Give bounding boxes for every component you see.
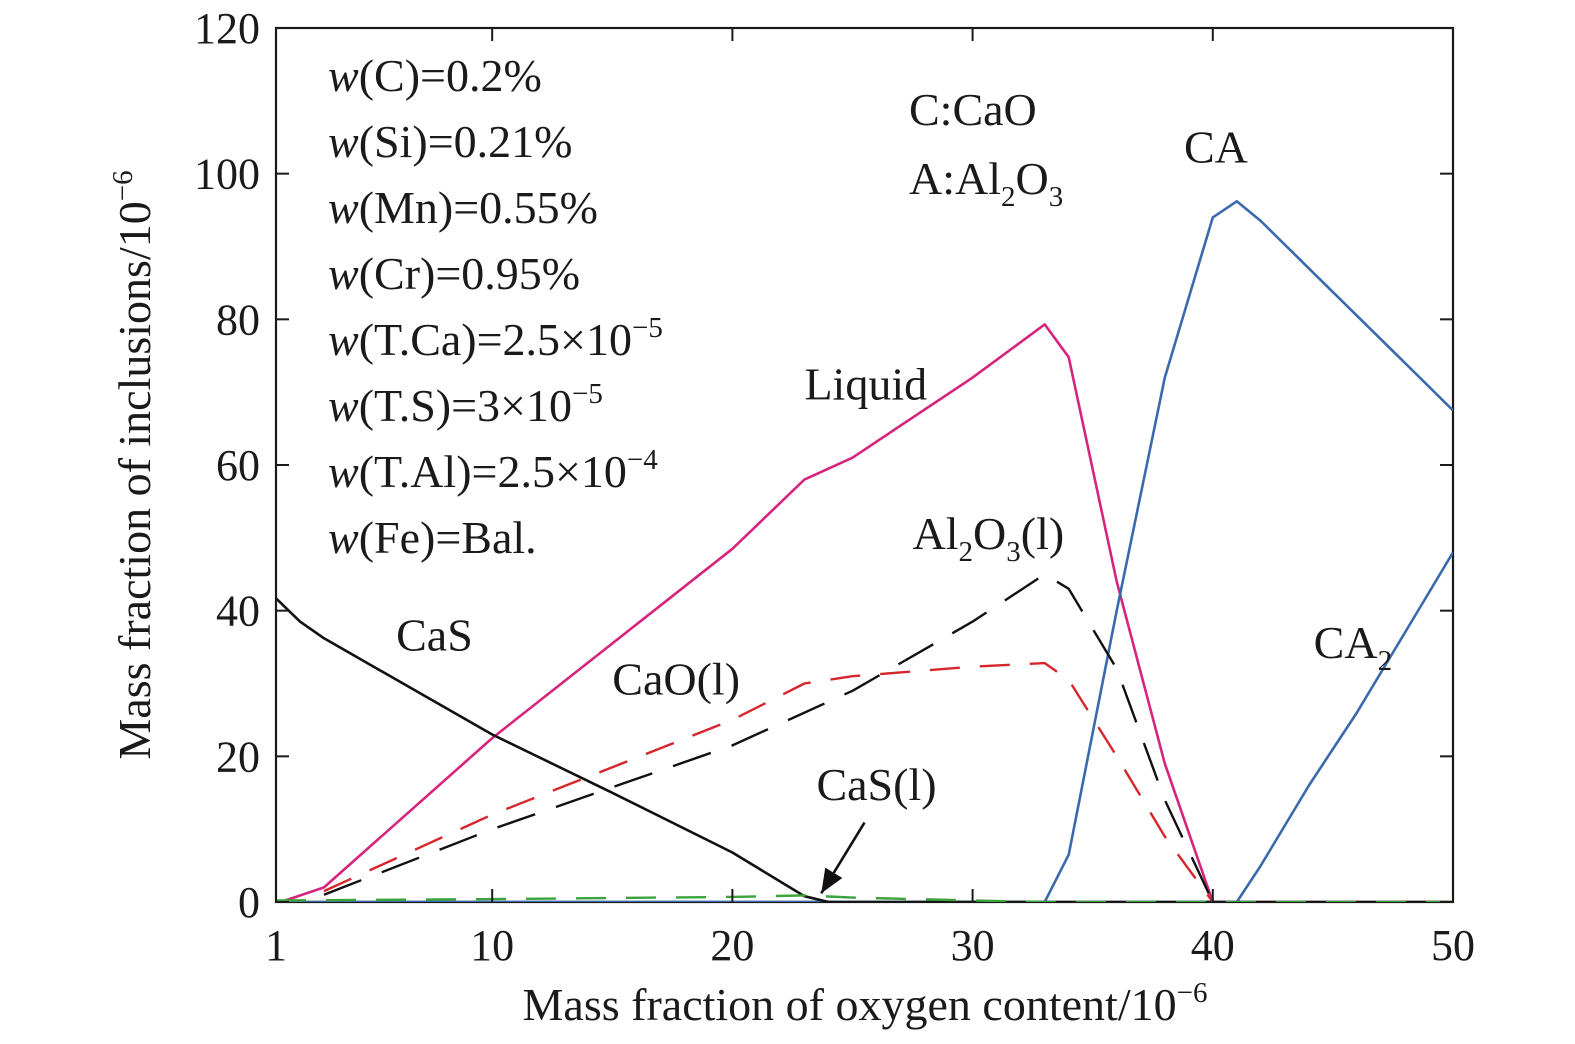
series-label-al2o3-l: Al2O3(l) — [913, 508, 1065, 568]
annotation-arrow-head — [821, 867, 843, 894]
composition-line: w(C)=0.2% — [328, 50, 542, 101]
composition-line: w(Fe)=Bal. — [328, 512, 537, 563]
composition-line: w(T.S)=3×10−5 — [328, 378, 603, 431]
labels-layer: Liquid CA CA2 CaS Al2O3(l) CaO(l) CaS(l) — [396, 122, 1392, 894]
notation-block: C:CaO A:Al2O3 — [909, 84, 1063, 213]
x-tick-label: 40 — [1191, 921, 1235, 970]
composition-line: w(Mn)=0.55% — [328, 182, 598, 233]
series-line-cas — [276, 597, 1453, 902]
series-label-ca: CA — [1184, 122, 1248, 173]
y-tick-label: 80 — [216, 295, 260, 344]
series-label-ca2: CA2 — [1314, 617, 1392, 677]
series-label-liquid: Liquid — [804, 358, 927, 409]
x-axis-title-exponent: −6 — [1177, 977, 1208, 1009]
series-line-cas-l — [276, 894, 1453, 902]
composition-line: w(Cr)=0.95% — [328, 248, 580, 299]
y-tick-label: 40 — [216, 587, 260, 636]
composition-line: w(T.Al)=2.5×10−4 — [328, 444, 658, 497]
notation-al2o3: A:Al2O3 — [909, 153, 1063, 213]
y-tick-label: 60 — [216, 441, 260, 490]
series-line-ca2 — [276, 551, 1453, 902]
y-tick-label: 120 — [194, 4, 260, 53]
y-tick-label: 100 — [194, 150, 260, 199]
notation-cao: C:CaO — [909, 84, 1037, 135]
x-tick-label: 30 — [951, 921, 995, 970]
y-tick-label: 20 — [216, 732, 260, 781]
y-tick-label: 0 — [238, 878, 260, 927]
x-tick-label: 1 — [265, 921, 287, 970]
composition-exponent: −4 — [627, 444, 658, 476]
x-tick-label: 20 — [710, 921, 754, 970]
series-line-ca — [276, 200, 1453, 902]
composition-line: w(T.Ca)=2.5×10−5 — [328, 312, 663, 365]
composition-block: w(C)=0.2% w(Si)=0.21% w(Mn)=0.55% w(Cr)=… — [328, 50, 663, 563]
series-label-cao-l: CaO(l) — [612, 653, 740, 704]
series-label-cas-l: CaS(l) — [816, 759, 936, 810]
y-axis-title-exponent: −6 — [107, 170, 139, 201]
series-line-liquid — [280, 323, 1453, 902]
series-layer — [276, 200, 1453, 902]
composition-line: w(Si)=0.21% — [328, 116, 572, 167]
y-axis-title: Mass fraction of inclusions/10−6 — [107, 170, 160, 759]
ticks-layer: 1 10 20 30 40 50 0 20 40 60 80 100 120 — [194, 4, 1475, 970]
series-label-cas: CaS — [396, 610, 473, 661]
series-line-al2o3-l — [323, 573, 1214, 902]
x-axis-title: Mass fraction of oxygen content/10−6 — [523, 977, 1208, 1030]
series-line-cao-l — [323, 661, 1214, 902]
composition-exponent: −5 — [632, 312, 663, 344]
x-tick-label: 10 — [470, 921, 514, 970]
composition-exponent: −5 — [572, 378, 603, 410]
x-tick-label: 50 — [1431, 921, 1475, 970]
